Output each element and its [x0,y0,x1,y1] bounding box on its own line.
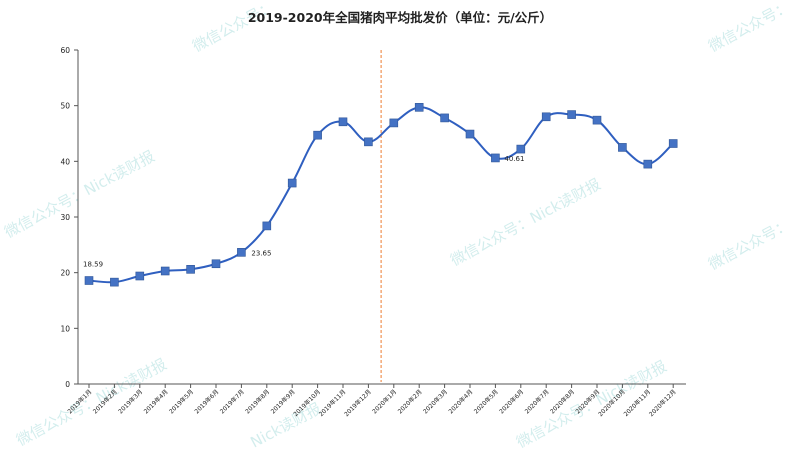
brand-text: 雪球：倪克 [676,416,761,436]
data-label: 40.61 [504,155,524,163]
chart-title: 2019-2020年全国猪肉平均批发价（单位：元/公斤） [248,10,552,25]
data-label: 23.65 [251,249,271,257]
x-tick-label: 2019年6月 [193,388,221,416]
data-point-marker [135,271,145,281]
x-tick-label: 2020年12月 [647,388,677,418]
data-point-marker [287,178,297,188]
y-tick-label: 40 [60,157,70,166]
data-point-marker [338,117,348,127]
x-tick-label: 2020年6月 [498,388,526,416]
data-point-marker [389,118,399,128]
y-tick-label: 10 [60,324,70,333]
watermark-text: 微信公众号： [189,0,277,56]
data-point-marker [364,137,373,147]
data-point-marker [211,259,221,269]
data-label: 18.59 [83,261,103,269]
data-point-marker [592,115,602,125]
y-tick-label: 60 [60,46,70,55]
x-tick-label: 2020年1月 [371,388,399,416]
x-tick-label: 2019年12月 [342,388,372,418]
data-point-marker [262,221,272,231]
snowball-logo-icon [650,413,672,435]
watermark-text: Nick读财报 [247,399,324,450]
y-tick-label: 50 [60,102,70,111]
data-point-marker [491,153,500,163]
x-tick-label: 2020年5月 [472,388,500,416]
x-tick-label: 2020年4月 [447,388,475,416]
data-point-marker [414,103,424,112]
data-point-marker [313,130,322,140]
x-tick-label: 2020年7月 [523,388,551,416]
y-tick-label: 20 [60,269,70,278]
data-point-marker [110,277,119,287]
data-point-marker [516,144,526,154]
data-point-marker [668,139,678,148]
y-axis-ticks: 0 10 20 30 40 50 60 [60,46,78,389]
data-labels: 18.59 23.65 40.61 [83,155,524,269]
data-point-marker [541,112,551,122]
y-tick-label: 0 [65,380,70,389]
x-tick-label: 2020年2月 [396,388,424,416]
series-markers [84,103,678,287]
x-tick-label: 2019年8月 [244,388,272,416]
x-tick-label: 2019年7月 [218,388,246,416]
watermark-text: 微信公众号： [705,215,793,273]
data-point-marker [567,110,576,119]
data-point-marker [237,248,246,257]
watermark-text: 微信公众号：Nick读财报 [1,147,157,241]
watermark-text: 微信公众号：Nick读财报 [13,355,169,449]
data-point-marker [465,129,475,139]
watermark-text: 微信公众号： [705,0,793,56]
x-tick-label: 2020年3月 [421,388,449,416]
data-point-marker [440,113,449,123]
brand-watermark: 雪球：倪克 [650,413,761,436]
data-point-marker [160,266,170,276]
data-point-marker [186,265,195,274]
watermark-text: 微信公众号：Nick读财报 [447,175,603,269]
data-point-marker [84,276,94,285]
x-tick-label: 2019年5月 [167,388,195,416]
data-point-marker [643,159,653,169]
y-tick-label: 30 [60,213,70,222]
x-tick-label: 2019年4月 [142,388,170,416]
data-point-marker [618,143,627,152]
